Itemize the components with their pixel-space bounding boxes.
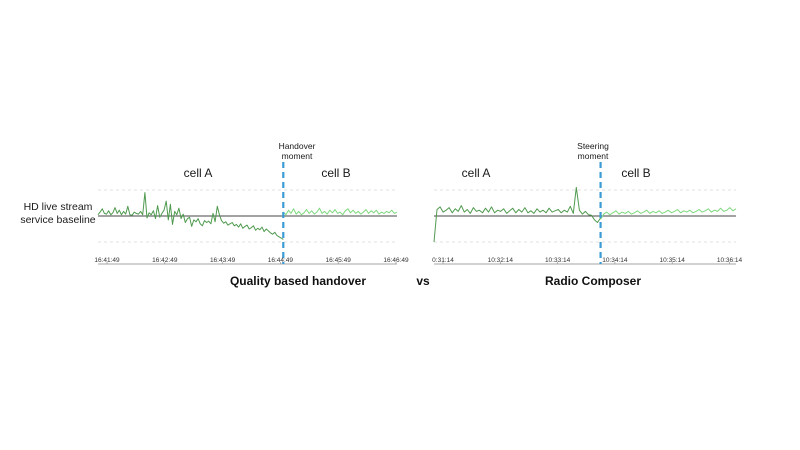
chart-caption: Radio Composer bbox=[545, 274, 641, 288]
chart-caption: Quality based handover bbox=[230, 274, 366, 288]
x-tick-label: 16:41:49 bbox=[94, 257, 120, 264]
handover-annotation-line1: Handover bbox=[279, 141, 316, 151]
region-label-cell-b: cell B bbox=[621, 166, 650, 180]
chart-radio-composer: Steering moment cell A cell B 0:31:14 10:… bbox=[432, 141, 742, 288]
x-tick-label: 16:45:49 bbox=[326, 257, 352, 264]
x-tick-label: 16:46:49 bbox=[383, 257, 409, 264]
region-label-cell-b: cell B bbox=[321, 166, 350, 180]
region-label-cell-a: cell A bbox=[462, 166, 491, 180]
x-tick-label: 16:42:49 bbox=[152, 257, 178, 264]
baseline-label-line2: service baseline bbox=[20, 214, 95, 226]
series-cell-a-line bbox=[97, 192, 284, 240]
x-tick-label: 10:36:14 bbox=[717, 257, 743, 264]
chart-quality-based-handover: Handover moment cell A cell B 16:41:49 16… bbox=[94, 141, 409, 288]
series-cell-a-line bbox=[433, 186, 602, 243]
vs-label: vs bbox=[416, 274, 430, 288]
series-cell-b-line bbox=[600, 207, 737, 220]
x-tick-label: 16:43:49 bbox=[210, 257, 236, 264]
x-tick-label: 10:35:14 bbox=[660, 257, 686, 264]
x-tick-label: 10:33:14 bbox=[545, 257, 571, 264]
x-tick-label: 0:31:14 bbox=[432, 257, 454, 264]
series-cell-b-line bbox=[282, 207, 398, 216]
steering-annotation-line1: Steering bbox=[577, 141, 609, 151]
x-tick-label: 10:34:14 bbox=[602, 257, 628, 264]
x-tick-label: 16:44:49 bbox=[268, 257, 294, 264]
steering-annotation-line2: moment bbox=[578, 151, 609, 161]
x-tick-label: 10:32:14 bbox=[488, 257, 514, 264]
baseline-label-line1: HD live stream bbox=[24, 201, 93, 213]
handover-annotation-line2: moment bbox=[282, 151, 313, 161]
region-label-cell-a: cell A bbox=[184, 166, 213, 180]
